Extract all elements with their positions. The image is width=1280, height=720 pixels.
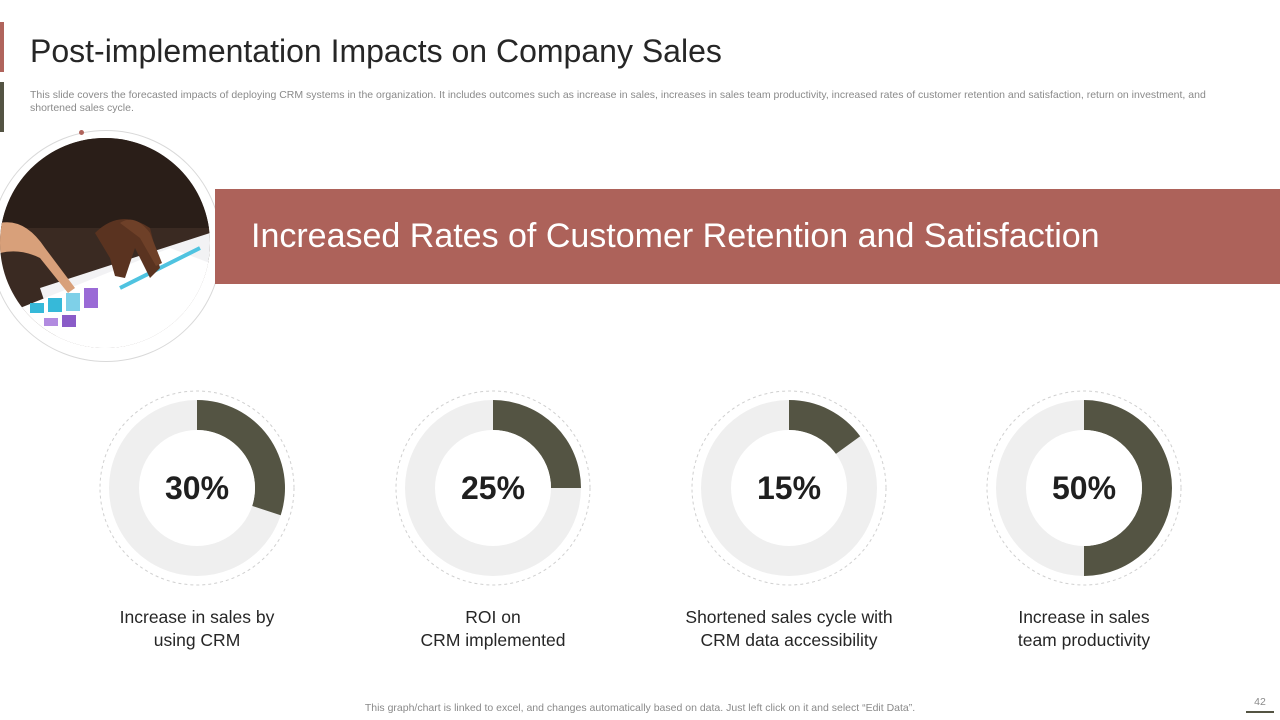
caption-line: ROI on — [465, 607, 521, 627]
donut-chart[interactable]: 25% — [395, 390, 591, 586]
donut-hole — [139, 430, 255, 546]
banner-title: Increased Rates of Customer Retention an… — [251, 217, 1100, 255]
donut-outline — [395, 390, 591, 586]
footer-note: This graph/chart is linked to excel, and… — [364, 702, 916, 714]
donut-chart[interactable]: 15% — [691, 390, 887, 586]
caption-line: CRM data accessibility — [700, 630, 878, 650]
section-banner: Increased Rates of Customer Retention an… — [215, 189, 1280, 284]
page-title: Post-implementation Impacts on Company S… — [30, 33, 722, 69]
caption-line: Increase in sales — [1018, 607, 1150, 627]
donut-chart-svg — [691, 390, 887, 586]
decorative-dot — [79, 130, 84, 135]
page-subtitle: This slide covers the forecasted impacts… — [30, 89, 1206, 114]
caption-line: CRM implemented — [420, 630, 566, 650]
caption-line: Increase in sales by — [119, 607, 275, 627]
donut-hole — [435, 430, 551, 546]
donut-caption: ROI on CRM implemented — [363, 606, 623, 652]
donut-chart[interactable]: 50% — [986, 390, 1182, 586]
donut-chart-svg — [395, 390, 591, 586]
donut-value-label: 15% — [756, 470, 822, 506]
donut-segment[interactable] — [197, 400, 285, 516]
business-analytics-photo — [0, 138, 210, 348]
donut-value-label: 25% — [460, 470, 526, 506]
donut-segment[interactable] — [789, 400, 861, 454]
donut-segment[interactable] — [1084, 400, 1172, 576]
caption-line: Shortened sales cycle with — [685, 607, 893, 627]
donut-value-label: 30% — [164, 470, 230, 506]
page-number-underline — [1246, 711, 1274, 713]
caption-line: team productivity — [1017, 630, 1151, 650]
caption-line: using CRM — [153, 630, 241, 650]
donut-outline — [691, 390, 887, 586]
page-number: 42 — [1254, 696, 1266, 708]
donut-outline — [99, 390, 295, 586]
donut-caption: Increase in sales by using CRM — [67, 606, 327, 652]
donut-segment[interactable] — [493, 400, 581, 488]
donut-value-label: 50% — [1051, 470, 1117, 506]
accent-bar — [0, 22, 4, 72]
donut-chart-svg — [986, 390, 1182, 586]
donut-caption: Increase in sales team productivity — [954, 606, 1214, 652]
donut-chart[interactable]: 30% — [99, 390, 295, 586]
donut-chart-svg — [99, 390, 295, 586]
donut-caption: Shortened sales cycle with CRM data acce… — [659, 606, 919, 652]
donut-hole — [731, 430, 847, 546]
accent-bar — [0, 82, 4, 132]
donut-outline — [986, 390, 1182, 586]
donut-hole — [1026, 430, 1142, 546]
